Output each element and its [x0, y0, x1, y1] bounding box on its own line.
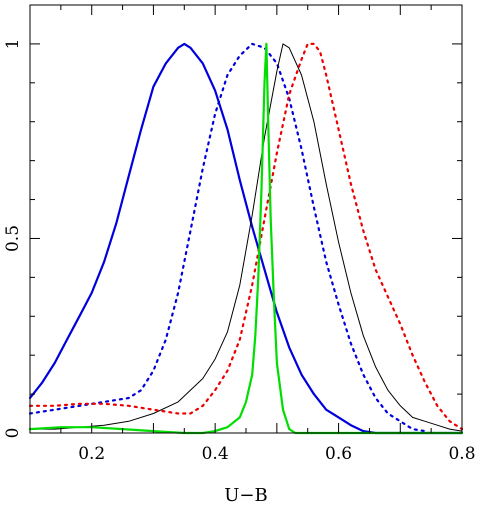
series-layer: [28, 42, 464, 435]
series-line-4: [28, 42, 464, 431]
x-tick-label: 0.2: [78, 444, 105, 464]
y-tick-label: 0.5: [3, 225, 23, 252]
y-tick-label: 1: [3, 38, 23, 49]
x-axis-label: U−B: [224, 485, 267, 506]
series-line-5: [28, 42, 464, 435]
series-line-3: [29, 43, 463, 432]
series-line-2: [28, 42, 427, 433]
plot-frame: [29, 4, 463, 434]
series-line-1: [28, 42, 464, 435]
x-tick-label: 0.6: [325, 444, 352, 464]
y-tick-label: 0: [3, 428, 23, 439]
tick-layer: [29, 4, 463, 434]
label-layer: 0.2 0.4 0.6 0.8 0 0.5 1: [3, 38, 476, 464]
x-tick-label: 0.4: [202, 444, 229, 464]
x-tick-label: 0.8: [448, 444, 475, 464]
